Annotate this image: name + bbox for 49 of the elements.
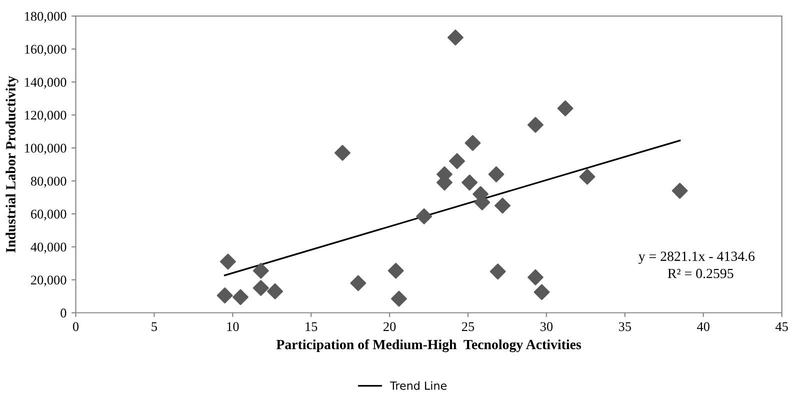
- point: [350, 275, 366, 292]
- point: [252, 280, 269, 296]
- point: [220, 254, 236, 270]
- point: [557, 100, 574, 116]
- x-tick-label: 35: [618, 322, 631, 332]
- legend-label: Trend Line: [390, 381, 447, 390]
- x-axis-title: Participation of Medium-High Tecnology Activities: [276, 339, 582, 352]
- y-tick-label: 140,000: [25, 78, 66, 89]
- annotation: y = 2821.1x - 4134.6: [638, 252, 755, 264]
- point: [416, 208, 432, 224]
- point: [391, 290, 407, 307]
- x-tick-label: 15: [306, 322, 318, 332]
- x-tick-label: 0: [72, 322, 79, 332]
- point: [267, 283, 284, 300]
- point: [447, 30, 464, 46]
- y-tick-label: 160,000: [25, 44, 66, 56]
- y-tick-label: 100,000: [25, 144, 66, 155]
- y-tick-label: 180,000: [25, 12, 66, 23]
- x-tick-label: 30: [540, 322, 553, 332]
- point: [494, 198, 511, 214]
- x-tick-label: 45: [775, 322, 788, 332]
- point: [528, 116, 544, 133]
- point: [334, 144, 350, 161]
- point: [449, 153, 466, 170]
- y-tick-label: 40,000: [30, 242, 66, 254]
- point: [216, 287, 233, 304]
- point: [464, 135, 481, 151]
- x-tick-label: 25: [462, 322, 474, 332]
- point: [534, 284, 550, 300]
- point: [462, 174, 478, 191]
- y-axis-title: Industrial Labor Productivity: [6, 76, 18, 252]
- point: [252, 262, 269, 279]
- annotation: R² = 0.2595: [668, 268, 734, 278]
- x-tick-label: 20: [384, 322, 396, 332]
- point: [579, 168, 596, 185]
- point: [388, 262, 404, 279]
- x-tick-label: 10: [227, 322, 239, 332]
- point: [672, 182, 688, 199]
- point: [528, 269, 544, 286]
- point: [490, 264, 506, 280]
- y-tick-label: 120,000: [25, 110, 66, 122]
- y-tick-label: 60,000: [31, 210, 66, 220]
- y-tick-label: 0: [60, 308, 66, 318]
- point: [488, 166, 504, 182]
- y-tick-label: 80,000: [30, 176, 66, 188]
- point: [232, 289, 248, 306]
- x-tick-label: 5: [152, 322, 157, 332]
- y-tick-label: 20,000: [31, 276, 66, 286]
- x-tick-label: 40: [697, 322, 710, 332]
